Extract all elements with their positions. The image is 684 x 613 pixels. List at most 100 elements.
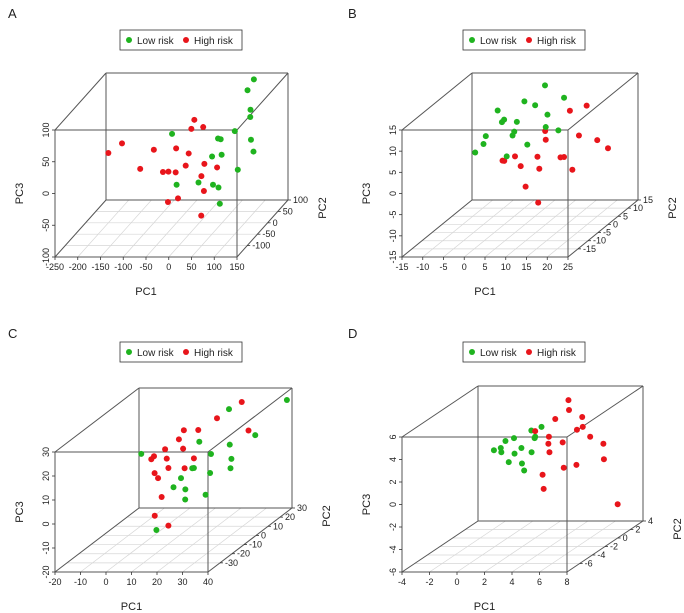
legend-low-risk-marker (126, 349, 132, 355)
z-axis-label: PC3 (361, 183, 373, 204)
box-edge (207, 507, 293, 573)
y-tick-label: 10 (633, 203, 643, 213)
high-risk-point (190, 455, 197, 462)
high-risk-point (180, 427, 187, 434)
panel-B: B-15 -10 -5 0 5 10 15 20 25-15-10-5051015-15-10-… (348, 6, 679, 298)
low-risk-point (509, 132, 516, 139)
box-edge (54, 72, 107, 131)
low-risk-point (228, 455, 235, 462)
low-risk-point (503, 153, 510, 160)
legend-box (462, 341, 586, 363)
high-risk-point (539, 471, 546, 478)
low-risk-point (218, 151, 225, 158)
panel-label: D (348, 326, 357, 341)
box-edge (236, 72, 289, 131)
high-risk-point (545, 433, 552, 440)
legend-high-risk-marker (183, 349, 189, 355)
floor-gridline (77, 199, 130, 258)
high-risk-point (191, 116, 198, 123)
x-tick-label: 6 (537, 577, 542, 587)
low-risk-point (173, 181, 180, 188)
high-risk-point (614, 501, 621, 508)
box-edge (401, 72, 473, 131)
y-tick-label: 30 (297, 503, 307, 513)
low-risk-point (494, 107, 501, 114)
low-risk-point (196, 438, 203, 445)
z-tick-label: -5 (388, 211, 398, 219)
z-tick-label: 0 (388, 502, 398, 507)
low-risk-point (153, 526, 160, 533)
high-risk-point (201, 160, 208, 167)
high-risk-point (600, 440, 607, 447)
low-risk-point (234, 166, 241, 173)
low-risk-point (207, 470, 214, 477)
x-tick-label: 8 (564, 577, 569, 587)
box-edge (54, 199, 107, 258)
z-tick-label: -50 (41, 219, 51, 232)
y-tick-label: 0 (273, 218, 278, 228)
low-risk-point (226, 441, 233, 448)
y-tick-label: 10 (273, 521, 283, 531)
y-tick-label: 0 (623, 533, 628, 543)
z-tick-label: 0 (388, 191, 398, 196)
panel-label: A (8, 6, 17, 21)
z-tick-label: 0 (41, 521, 51, 526)
z-tick-label: 20 (41, 471, 51, 481)
y-axis-label: PC2 (317, 197, 329, 218)
legend-low-risk-label: Low risk (137, 348, 175, 359)
legend-low-risk-marker (469, 37, 475, 43)
low-risk-point (195, 179, 202, 186)
low-risk-point (208, 451, 214, 458)
low-risk-point (182, 486, 189, 493)
low-risk-point (490, 447, 497, 454)
y-tick-label: -15 (583, 244, 596, 254)
x-tick-label: 5 (482, 262, 487, 272)
box-edge (401, 385, 479, 438)
floor-gridline (526, 199, 597, 258)
legend-low-risk-marker (126, 37, 132, 43)
floor-gridline (168, 199, 221, 258)
high-risk-point (164, 198, 171, 205)
low-risk-point (283, 397, 290, 403)
high-risk-point (566, 407, 572, 413)
floor-gridline (80, 507, 165, 573)
y-tick-label: 0 (261, 530, 266, 540)
x-tick-label: -150 (91, 262, 109, 272)
high-risk-point (195, 427, 202, 434)
high-risk-point (573, 461, 580, 468)
y-tick-label: -50 (262, 229, 275, 239)
box-edge (54, 387, 140, 453)
high-risk-point (594, 137, 601, 144)
y-tick-label: 15 (643, 195, 653, 205)
high-risk-point (566, 107, 573, 114)
legend-low-risk-label: Low risk (480, 348, 518, 359)
x-tick-label: -5 (439, 262, 447, 272)
high-risk-point (534, 153, 541, 160)
x-axis-label: PC1 (474, 286, 495, 298)
low-risk-point (521, 467, 528, 474)
high-risk-point (151, 453, 157, 460)
low-risk-point (169, 130, 176, 137)
y-tick-label: 4 (648, 516, 653, 526)
x-tick-label: 0 (103, 577, 108, 587)
high-risk-point (583, 102, 590, 109)
low-risk-point (252, 432, 259, 439)
y-tick-label: -10 (249, 540, 262, 550)
z-tick-label: 100 (41, 122, 51, 137)
low-risk-point (544, 111, 551, 118)
floor-gridline (443, 199, 514, 258)
low-risk-point (247, 136, 254, 143)
panel-A: A-250 -200 -150 -100 -50 0 50 100 150-100-500501… (8, 6, 329, 298)
high-risk-point (575, 132, 582, 139)
low-risk-point (231, 128, 238, 135)
low-risk-point (511, 435, 517, 442)
x-tick-label: 10 (126, 577, 136, 587)
low-risk-point (247, 114, 254, 121)
y-tick-label: 2 (635, 525, 640, 535)
z-tick-label: -10 (388, 229, 398, 242)
z-tick-label: 15 (388, 125, 398, 135)
legend-low-risk-label: Low risk (137, 36, 175, 47)
y-axis-label: PC2 (672, 518, 684, 539)
high-risk-point (517, 163, 524, 170)
y-tick-label: -4 (597, 550, 605, 560)
